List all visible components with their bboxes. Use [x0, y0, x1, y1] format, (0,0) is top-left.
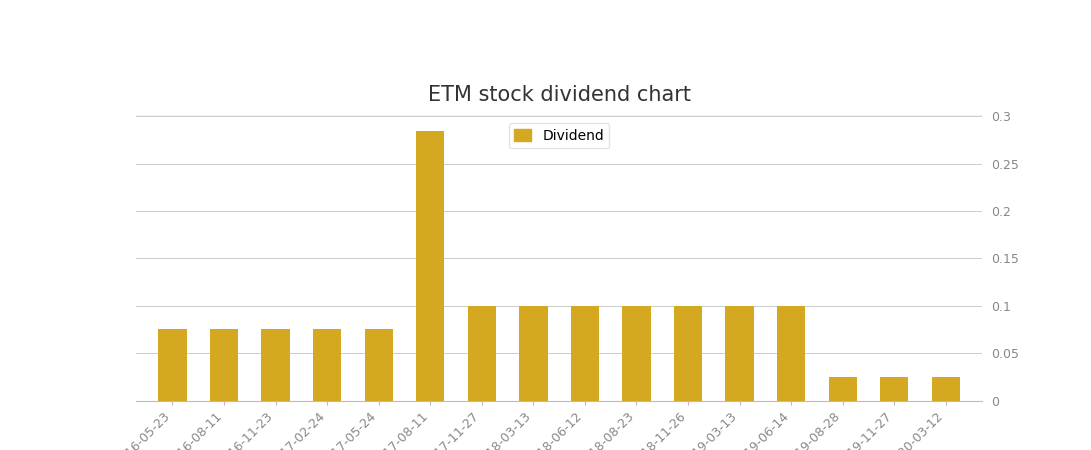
- Bar: [726, 306, 754, 400]
- Bar: [262, 329, 290, 400]
- Bar: [932, 377, 960, 400]
- Bar: [158, 329, 187, 400]
- Bar: [209, 329, 238, 400]
- Bar: [519, 306, 548, 400]
- Bar: [674, 306, 703, 400]
- Bar: [571, 306, 599, 400]
- Bar: [828, 377, 856, 400]
- Bar: [880, 377, 909, 400]
- Text: ETM stock dividend chart: ETM stock dividend chart: [428, 85, 691, 104]
- Bar: [416, 130, 444, 401]
- Bar: [313, 329, 341, 400]
- Bar: [468, 306, 496, 400]
- Bar: [777, 306, 805, 400]
- Bar: [622, 306, 650, 400]
- Legend: Dividend: Dividend: [508, 123, 610, 148]
- Bar: [364, 329, 393, 400]
